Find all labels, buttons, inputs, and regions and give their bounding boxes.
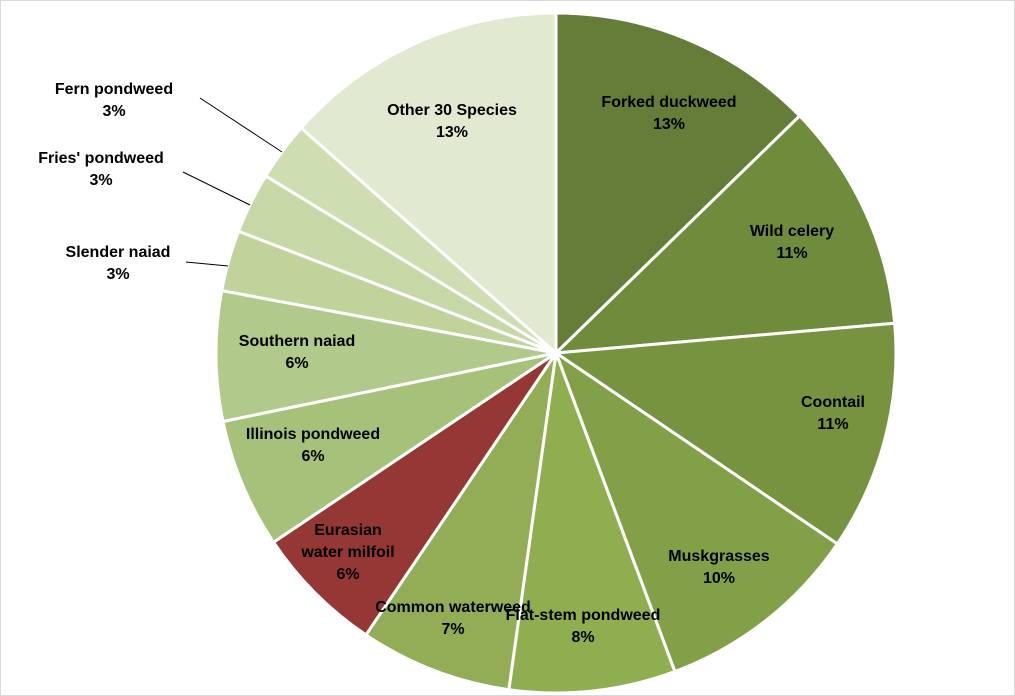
data-label-eurasian-water-milfoil: Eurasian water milfoil 6% [300, 522, 394, 583]
leader-line-slender-naiad [185, 261, 229, 267]
data-label-fries-pondweed: Fries' pondweed 3% [38, 150, 164, 189]
pie-slice-forked-duckweed [554, 11, 802, 355]
pie-slice-muskgrasses [554, 351, 839, 674]
leader-line-fern-pondweed [199, 97, 283, 153]
data-label-flat-stem-pondweed: Flat-stem pondweed 8% [506, 607, 661, 646]
data-label-illinois-pondweed: Illinois pondweed 6% [246, 426, 380, 465]
pie-slice-coontail [554, 321, 898, 546]
data-label-common-waterweed: Common waterweed 7% [375, 599, 531, 638]
data-label-coontail: Coontail 11% [801, 394, 865, 433]
data-label-forked-duckweed: Forked duckweed 13% [601, 94, 736, 133]
data-label-southern-naiad: Southern naiad 6% [239, 333, 355, 372]
data-label-other-30-species: Other 30 Species 13% [387, 102, 517, 141]
data-label-fern-pondweed: Fern pondweed 3% [55, 81, 173, 120]
pie-slice-southern-naiad [214, 289, 558, 423]
pie-slice-wild-celery [554, 114, 897, 355]
pie-slice-eurasian-water-milfoil [272, 351, 558, 637]
pie-slice-common-waterweed [364, 351, 558, 692]
data-label-slender-naiad: Slender naiad 3% [66, 244, 171, 283]
pie-slice-flat-stem-pondweed [507, 351, 677, 695]
pie-slice-illinois-pondweed [221, 351, 558, 544]
pie-slice-other-30-species [299, 11, 558, 355]
data-label-muskgrasses: Muskgrasses 10% [668, 548, 769, 587]
leader-line-fries-pondweed [182, 171, 251, 206]
data-label-wild-celery: Wild celery 11% [750, 223, 834, 262]
